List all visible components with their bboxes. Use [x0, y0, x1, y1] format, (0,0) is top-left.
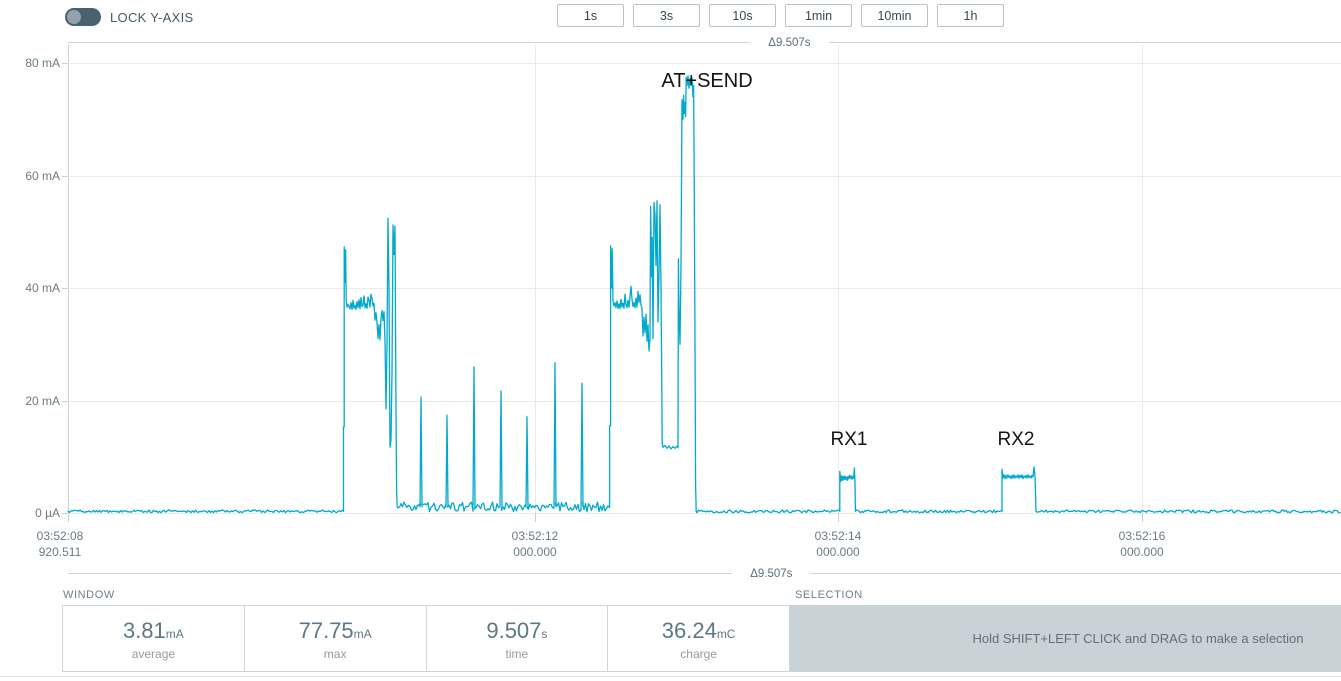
window-delta-top: Δ9.507s: [68, 36, 1341, 49]
y-axis-label: 20 mA: [25, 393, 60, 408]
delta-line-left: [68, 42, 751, 43]
y-tick: [62, 175, 68, 177]
y-gridline: [68, 63, 1341, 64]
range-button-1s[interactable]: 1s: [557, 4, 624, 27]
y-gridline: [68, 513, 1341, 514]
range-button-10s[interactable]: 10s: [709, 4, 776, 27]
time-range-buttons: 1s 3s 10s 1min 10min 1h: [557, 4, 1004, 27]
y-axis-label: 40 mA: [25, 281, 60, 295]
stat-label: charge: [680, 647, 717, 661]
stat-label: max: [323, 647, 347, 661]
stat-unit: s: [541, 627, 548, 641]
window-delta-bottom: Δ9.507s: [68, 567, 1341, 580]
y-axis-label: 0 µA: [35, 506, 60, 520]
stat-unit: mA: [165, 627, 184, 641]
window-stats-box: 3.81mA average 77.75mA max 9.507s time 36.24mC…: [62, 605, 790, 672]
x-tick: [838, 513, 839, 522]
selection-box: Hold SHIFT+LEFT CLICK and DRAG to make a…: [790, 605, 1341, 672]
x-tick: [535, 513, 536, 522]
lock-y-axis-label: LOCK Y-AXIS: [110, 10, 194, 25]
delta-line-right: [828, 42, 1341, 43]
range-button-10min[interactable]: 10min: [861, 4, 928, 27]
x-axis-label: 03:52:16 000.000: [1118, 529, 1166, 559]
delta-bottom-value: Δ9.507s: [750, 567, 793, 580]
annotation-rx2: RX2: [997, 429, 1035, 450]
x-axis-label: 03:52:14 000.000: [814, 529, 862, 559]
stat-time: 9.507s time: [427, 606, 609, 671]
delta-top-value: Δ9.507s: [768, 36, 811, 49]
stat-value: 77.75: [298, 618, 354, 643]
range-button-1h[interactable]: 1h: [937, 4, 1004, 27]
y-tick: [62, 400, 68, 402]
x-tick: [1142, 513, 1143, 522]
stat-value: 36.24: [661, 618, 717, 643]
y-axis-label: 80 mA: [25, 56, 60, 70]
y-tick: [62, 513, 68, 514]
chart-plot-area[interactable]: [68, 45, 1341, 513]
selection-section-label: SELECTION: [795, 589, 863, 601]
range-button-1min[interactable]: 1min: [785, 4, 852, 27]
range-button-3s[interactable]: 3s: [633, 4, 700, 27]
stat-unit: mC: [716, 627, 736, 641]
stat-label: time: [505, 647, 529, 661]
x-axis-label: 03:52:12 000.000: [511, 529, 559, 559]
footer-divider: [0, 676, 1341, 677]
x-axis-label: 03:52:08 920.511: [36, 529, 84, 559]
stat-charge: 36.24mC charge: [608, 606, 789, 671]
window-section-label: WINDOW: [63, 589, 115, 601]
toggle-knob-icon: [67, 10, 81, 24]
lock-y-axis-toggle[interactable]: [65, 8, 101, 26]
y-axis-label: 60 mA: [25, 168, 60, 183]
toolbar: LOCK Y-AXIS 1s 3s 10s 1min 10min 1h: [0, 0, 1341, 32]
stat-max: 77.75mA max: [245, 606, 427, 671]
y-tick: [62, 288, 68, 289]
stat-value: 3.81: [122, 618, 166, 643]
y-tick: [62, 63, 68, 64]
delta-line-left: [68, 573, 733, 574]
delta-line-right: [810, 573, 1341, 574]
stat-unit: mA: [353, 627, 372, 641]
stat-average: 3.81mA average: [63, 606, 245, 671]
annotation-at-send: AT+SEND: [661, 70, 753, 92]
stat-label: average: [131, 647, 176, 661]
selection-hint-text: Hold SHIFT+LEFT CLICK and DRAG to make a…: [972, 631, 1304, 646]
annotation-rx1: RX1: [830, 429, 868, 450]
stat-value: 9.507: [486, 618, 542, 643]
